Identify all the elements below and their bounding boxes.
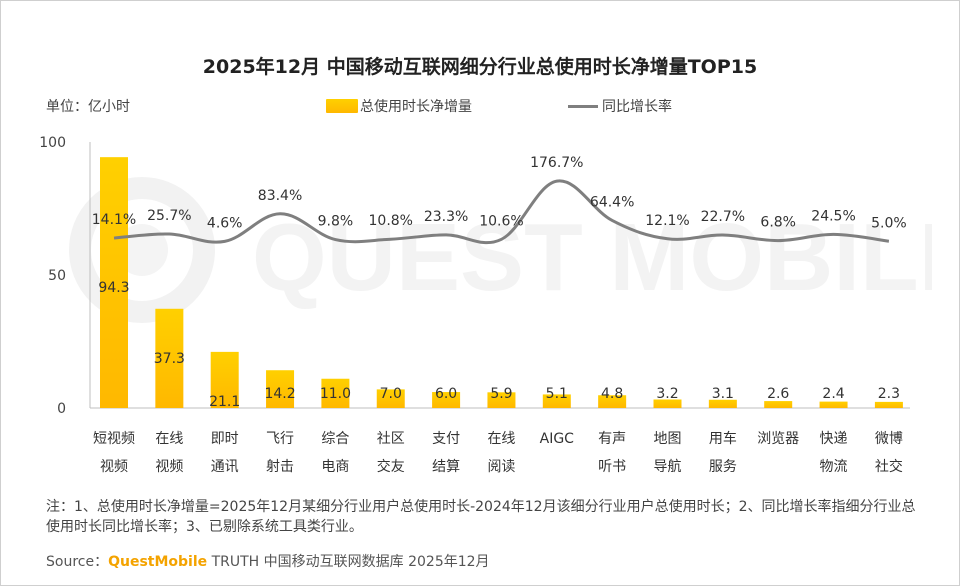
line-value-label: 10.6% [479,213,523,229]
bar [764,401,793,408]
x-tick-label: 物流 [820,459,848,475]
bar-value-label: 5.9 [490,386,512,402]
bar [874,401,903,408]
x-tick-label: 社交 [875,458,903,475]
line-value-label: 22.7% [701,209,745,225]
bar [708,399,737,408]
x-tick-label: 通讯 [211,459,239,475]
line-value-label: 64.4% [590,194,634,210]
line-value-label: 83.4% [258,188,302,204]
bar [819,401,848,408]
x-tick-label: 结算 [432,459,460,475]
x-tick-label: 在线 [155,431,183,447]
bar [653,399,682,408]
bar-value-label: 3.1 [712,386,734,402]
x-tick-label: 视频 [100,459,128,475]
y-tick-label: 100 [39,135,66,151]
bar [266,370,295,408]
line-value-label: 25.7% [147,208,191,224]
x-tick-label: 视频 [155,459,183,475]
x-tick-label: 短视频 [93,431,135,447]
x-tick-label: 快递 [820,431,848,447]
bar-value-label: 14.2 [264,386,295,402]
legend-line-label: 同比增长率 [602,99,672,115]
legend-bar-swatch [326,99,358,113]
x-tick-label: 用车 [709,430,737,447]
x-tick-label: 听书 [598,459,626,475]
line-value-label: 9.8% [318,214,354,230]
bar [432,392,461,408]
legend-item-bar: 总使用时长净增量 [326,96,472,116]
legend-line-swatch [568,104,598,108]
line-value-label: 176.7% [530,155,583,171]
bar-value-label: 6.0 [435,386,457,402]
bar [100,157,128,408]
x-tick-label: 交友 [377,458,405,475]
y-tick-label: 0 [57,401,66,417]
x-tick-label: 飞行 [266,431,294,447]
bar-value-label: 2.6 [767,386,789,402]
x-tick-label: 即时 [211,431,239,447]
bar-value-label: 2.3 [878,386,900,402]
bar [376,389,405,408]
x-tick-label: 地图 [654,431,682,447]
line-value-label: 12.1% [645,213,689,229]
bar-value-label: 94.3 [98,280,129,296]
x-tick-label: 社区 [377,431,405,447]
bar [155,308,184,408]
bar [210,351,239,408]
source-suffix: TRUTH 中国移动互联网数据库 2025年12月 [207,554,490,570]
source-prefix: Source： [46,554,109,570]
x-tick-label: 有声 [598,431,626,447]
x-tick-label: AIGC [540,431,575,447]
x-tick-label: 阅读 [487,458,515,475]
source-line: Source：QuestMobile TRUTH 中国移动互联网数据库 2025… [46,551,490,571]
x-tick-label: 浏览器 [757,431,799,447]
bar-value-label: 5.1 [546,386,568,402]
y-tick-label: 50 [48,268,66,284]
source-brand: QuestMobile [108,554,208,570]
bar [321,378,350,408]
legend-bar-label: 总使用时长净增量 [360,99,472,115]
unit-label: 单位：亿小时 [46,99,130,115]
line-value-label: 4.6% [207,215,243,231]
bar-value-label: 3.2 [656,386,678,402]
bar-value-label: 4.8 [601,386,623,402]
line-value-label: 6.8% [760,215,796,231]
bar [542,394,571,408]
line-value-label: 24.5% [811,208,855,224]
x-tick-label: 在线 [487,431,515,447]
x-tick-label: 综合 [321,431,349,447]
bar-value-label: 7.0 [380,386,402,402]
bar [598,395,627,408]
x-tick-label: 微博 [875,430,903,447]
x-tick-label: 导航 [654,459,682,475]
x-tick-label: 服务 [709,459,737,475]
bar-value-label: 11.0 [320,386,351,402]
chart-title: 2025年12月 中国移动互联网细分行业总使用时长净增量TOP15 [202,56,758,78]
bar-value-label: 37.3 [154,351,185,367]
x-tick-label: 支付 [432,431,460,447]
x-tick-label: 射击 [266,459,294,475]
bar [487,392,516,408]
footnote: 注：1、总使用时长净增量=2025年12月某细分行业用户总使用时长-2024年1… [46,499,916,535]
growth-line [113,179,890,245]
line-value-label: 5.0% [871,215,907,231]
x-tick-label: 电商 [321,459,349,475]
line-value-label: 23.3% [424,209,468,225]
line-value-label: 10.8% [369,213,413,229]
bar-value-label: 21.1 [209,394,240,410]
line-value-label: 14.1% [92,212,136,228]
legend-item-line: 同比增长率 [568,96,672,116]
bar-value-label: 2.4 [822,386,844,402]
